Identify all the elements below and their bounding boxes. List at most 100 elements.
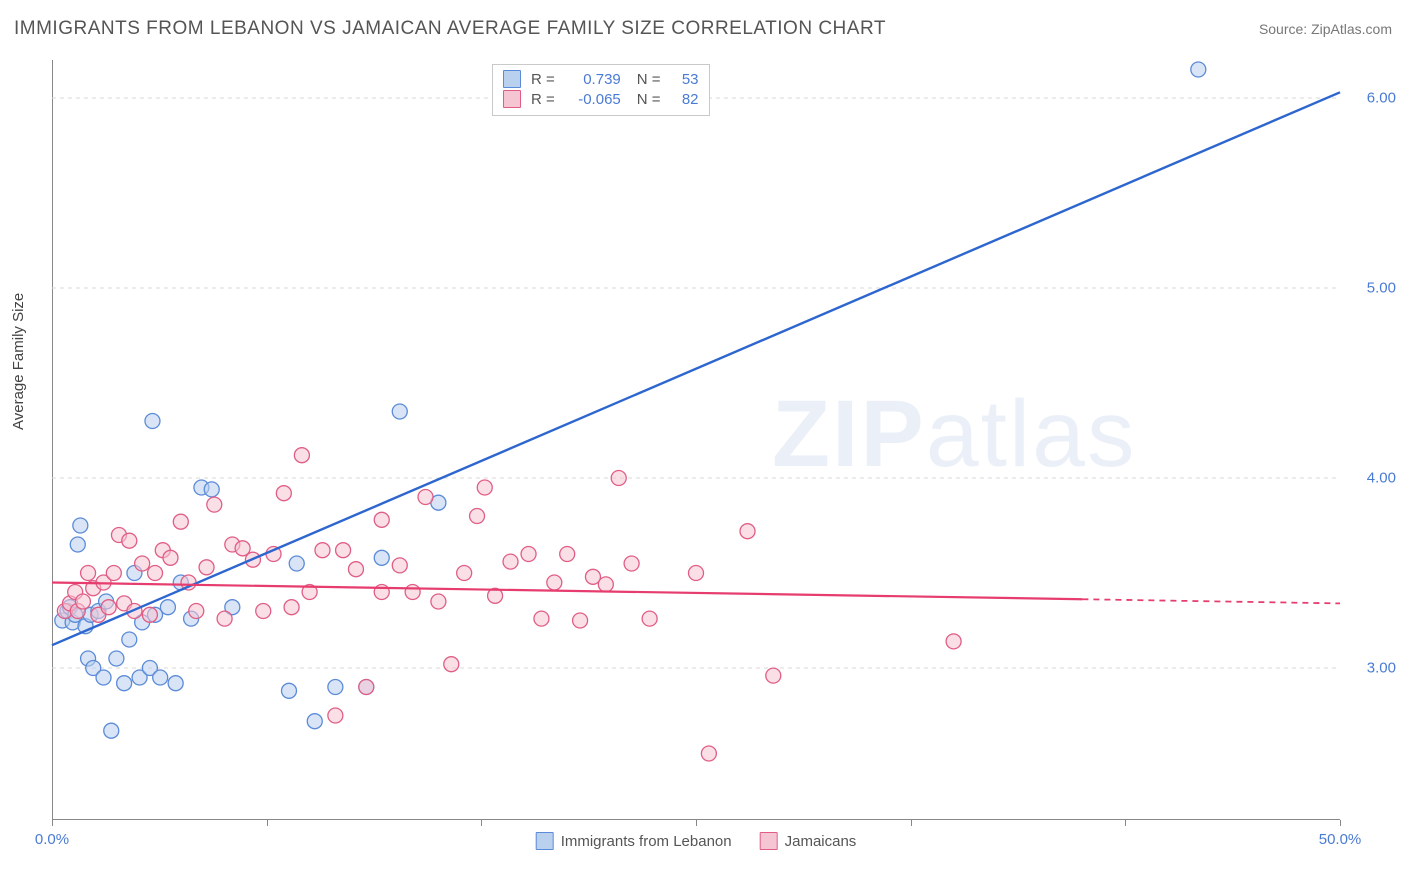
data-point <box>217 611 232 626</box>
correlation-stats-box: R = 0.739 N = 53R = -0.065 N = 82 <box>492 64 710 116</box>
y-tick-label: 4.00 <box>1367 470 1396 487</box>
data-point <box>503 554 518 569</box>
data-point <box>160 600 175 615</box>
data-point <box>315 543 330 558</box>
bottom-legend: Immigrants from Lebanon Jamaicans <box>536 832 857 850</box>
data-point <box>153 670 168 685</box>
chart-title: IMMIGRANTS FROM LEBANON VS JAMAICAN AVER… <box>14 18 886 40</box>
stats-n-value: 82 <box>671 91 699 108</box>
x-tick-label: 0.0% <box>35 831 69 848</box>
data-point <box>204 482 219 497</box>
stats-r-label: R = <box>531 71 555 88</box>
source-label: Source: <box>1259 21 1311 37</box>
data-point <box>145 414 160 429</box>
data-point <box>547 575 562 590</box>
data-point <box>336 543 351 558</box>
data-point <box>521 547 536 562</box>
data-point <box>75 594 90 609</box>
stats-r-value: 0.739 <box>565 71 621 88</box>
stats-n-value: 53 <box>671 71 699 88</box>
data-point <box>96 670 111 685</box>
data-point <box>348 562 363 577</box>
data-point <box>534 611 549 626</box>
data-point <box>109 651 124 666</box>
stats-swatch <box>503 90 521 108</box>
legend-item: Jamaicans <box>760 832 857 850</box>
data-point <box>281 683 296 698</box>
legend-item: Immigrants from Lebanon <box>536 832 732 850</box>
data-point <box>289 556 304 571</box>
data-point <box>294 448 309 463</box>
data-point <box>70 537 85 552</box>
data-point <box>470 509 485 524</box>
data-point <box>199 560 214 575</box>
data-point <box>946 634 961 649</box>
data-point <box>101 600 116 615</box>
data-point <box>573 613 588 628</box>
trend-line <box>52 583 1082 600</box>
stats-n-label: N = <box>637 91 661 108</box>
data-point <box>392 404 407 419</box>
data-point <box>328 680 343 695</box>
stats-row: R =-0.065N =82 <box>503 89 699 109</box>
source-attribution: Source: ZipAtlas.com <box>1259 21 1392 37</box>
data-point <box>444 657 459 672</box>
data-point <box>168 676 183 691</box>
data-point <box>766 668 781 683</box>
data-point <box>560 547 575 562</box>
data-point <box>642 611 657 626</box>
stats-r-value: -0.065 <box>565 91 621 108</box>
legend-swatch <box>536 832 554 850</box>
x-tick-mark <box>696 820 697 826</box>
data-point <box>276 486 291 501</box>
data-point <box>122 632 137 647</box>
data-point <box>1191 62 1206 77</box>
stats-row: R = 0.739 N = 53 <box>503 69 699 89</box>
data-point <box>189 604 204 619</box>
x-tick-mark <box>481 820 482 826</box>
data-point <box>701 746 716 761</box>
data-point <box>148 566 163 581</box>
data-point <box>163 550 178 565</box>
x-tick-mark <box>911 820 912 826</box>
data-point <box>431 594 446 609</box>
x-tick-mark <box>1340 820 1341 826</box>
data-point <box>173 514 188 529</box>
data-point <box>104 723 119 738</box>
data-point <box>598 577 613 592</box>
title-bar: IMMIGRANTS FROM LEBANON VS JAMAICAN AVER… <box>14 18 1392 40</box>
trend-line <box>52 92 1340 645</box>
stats-swatch <box>503 70 521 88</box>
data-point <box>73 518 88 533</box>
data-point <box>624 556 639 571</box>
data-point <box>405 585 420 600</box>
legend-label: Immigrants from Lebanon <box>561 833 732 850</box>
data-point <box>477 480 492 495</box>
x-tick-mark <box>52 820 53 826</box>
data-point <box>122 533 137 548</box>
plot-svg <box>52 60 1340 820</box>
trend-line-extrapolated <box>1082 599 1340 603</box>
data-point <box>374 550 389 565</box>
data-point <box>284 600 299 615</box>
legend-label: Jamaicans <box>785 833 857 850</box>
stats-n-label: N = <box>637 71 661 88</box>
data-point <box>374 512 389 527</box>
data-point <box>359 680 374 695</box>
data-point <box>117 676 132 691</box>
data-point <box>392 558 407 573</box>
x-tick-mark <box>267 820 268 826</box>
data-point <box>135 556 150 571</box>
data-point <box>81 566 96 581</box>
x-tick-mark <box>1125 820 1126 826</box>
data-point <box>328 708 343 723</box>
data-point <box>207 497 222 512</box>
y-tick-label: 6.00 <box>1367 90 1396 107</box>
legend-swatch <box>760 832 778 850</box>
plot-area: ZIPatlas R =0.739N =53R =-0.065N =82 3.0… <box>52 60 1340 820</box>
source-value: ZipAtlas.com <box>1311 21 1392 37</box>
y-axis-label: Average Family Size <box>10 293 27 430</box>
data-point <box>307 714 322 729</box>
data-point <box>689 566 704 581</box>
data-point <box>142 607 157 622</box>
